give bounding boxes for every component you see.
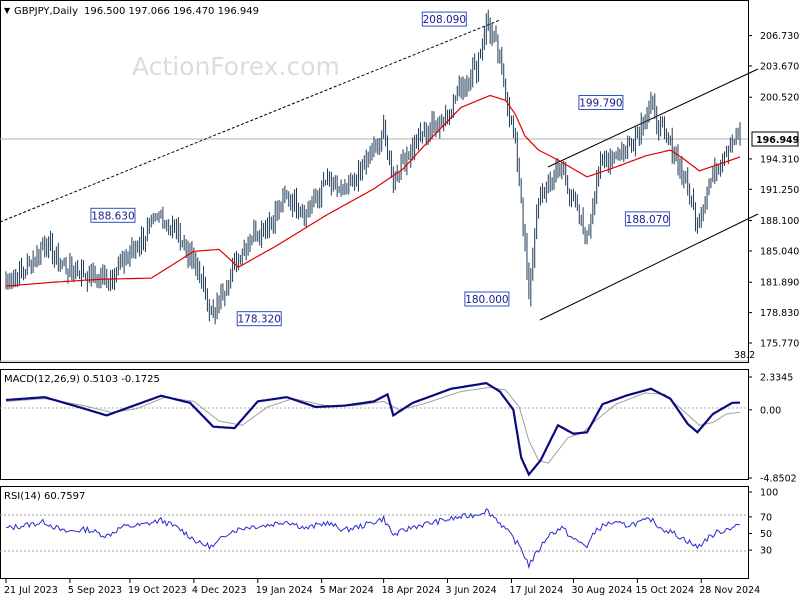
last-price-badge: 196.949	[751, 131, 799, 147]
moving-average-line	[5, 94, 741, 287]
moving-average-layer	[5, 94, 741, 287]
rsi-y-tick: 30	[760, 546, 772, 557]
last-price-label: 196.949	[756, 135, 799, 146]
price-y-tick: 194.310	[760, 154, 799, 165]
rsi-y-tick: 70	[760, 512, 772, 523]
price-annotation-layer: 208.090 199.790 188.630 188.070 178.320 180.0…	[90, 11, 670, 327]
x-tick-label: 5 Sep 2023	[68, 585, 122, 596]
channel-upper-line	[547, 68, 759, 168]
price-y-tick: 191.250	[760, 185, 799, 196]
macd-signal-line	[5, 386, 741, 464]
watermark: ActionForex.com	[132, 52, 340, 81]
x-axis-layer: 21 Jul 2023 5 Sep 2023 19 Oct 2023 4 Dec 20…	[4, 579, 760, 596]
price-y-tick: 185.040	[760, 246, 799, 257]
price-y-tick: 175.770	[760, 339, 799, 350]
price-label-text: 208.090	[423, 14, 466, 26]
price-label-box	[578, 94, 624, 110]
price-y-tick: 188.100	[760, 216, 799, 227]
price-label-text: 199.790	[579, 97, 622, 109]
rsi-y-tick: 50	[760, 529, 772, 540]
price-label-box	[624, 211, 670, 227]
rsi-line	[5, 508, 741, 570]
rsi-title: RSI(14) 60.7597	[4, 491, 85, 502]
chart-header: ▼ GBPJPY,Daily 196.500 197.066 196.470 1…	[4, 6, 259, 17]
macd-line	[5, 381, 741, 477]
x-tick-label: 17 Jul 2024	[509, 585, 563, 596]
x-tick-label: 19 Jan 2024	[256, 585, 313, 596]
channel-lower-line	[539, 213, 759, 321]
x-tick-label: 5 Mar 2024	[320, 585, 374, 596]
x-tick-label: 28 Nov 2024	[699, 585, 760, 596]
price-y-tick: 178.830	[760, 308, 799, 319]
dropdown-triangle-icon[interactable]: ▼	[4, 6, 11, 15]
y-axis-layer: 206.730 203.670 200.520 194.310 191.250 188.1…	[748, 31, 799, 557]
macd-y-tick: -4.8502	[760, 474, 797, 485]
fib-label: 38.2	[734, 350, 755, 361]
price-label-box	[90, 207, 136, 223]
price-y-tick: 200.520	[760, 93, 799, 104]
price-label-box	[421, 11, 467, 27]
price-panel-frame	[0, 0, 749, 363]
x-tick-label: 3 Jun 2024	[446, 585, 497, 596]
price-label-text: 188.070	[626, 214, 669, 226]
x-tick-label: 19 Oct 2023	[128, 585, 187, 596]
price-y-tick: 203.670	[760, 61, 799, 72]
macd-series-layer	[5, 381, 741, 477]
price-label-text: 180.000	[465, 294, 508, 306]
price-label-text: 188.630	[91, 210, 134, 222]
price-series-layer	[5, 9, 741, 325]
x-tick-label: 15 Oct 2024	[635, 585, 694, 596]
macd-title: MACD(12,26,9) 0.5103 -0.1725	[4, 374, 160, 385]
rsi-y-tick: 100	[760, 488, 778, 499]
price-y-tick: 181.890	[760, 278, 799, 289]
price-label-box	[236, 311, 282, 327]
x-tick-label: 4 Dec 2023	[192, 585, 247, 596]
macd-y-tick: 0.00	[760, 405, 781, 416]
rsi-series-layer	[5, 508, 741, 570]
price-y-tick: 206.730	[760, 31, 799, 42]
x-tick-label: 21 Jul 2023	[4, 585, 58, 596]
x-tick-label: 30 Aug 2024	[571, 585, 632, 596]
rsi-panel-frame	[0, 486, 749, 579]
macd-y-tick: 2.3345	[760, 373, 793, 384]
price-label-text: 178.320	[238, 314, 281, 326]
macd-panel-frame	[0, 369, 749, 480]
symbol-label: GBPJPY,Daily	[14, 6, 78, 17]
ohlc-values: 196.500 197.066 196.470 196.949	[84, 6, 259, 17]
x-tick-label: 18 Apr 2024	[382, 585, 441, 596]
price-label-box	[464, 291, 510, 307]
